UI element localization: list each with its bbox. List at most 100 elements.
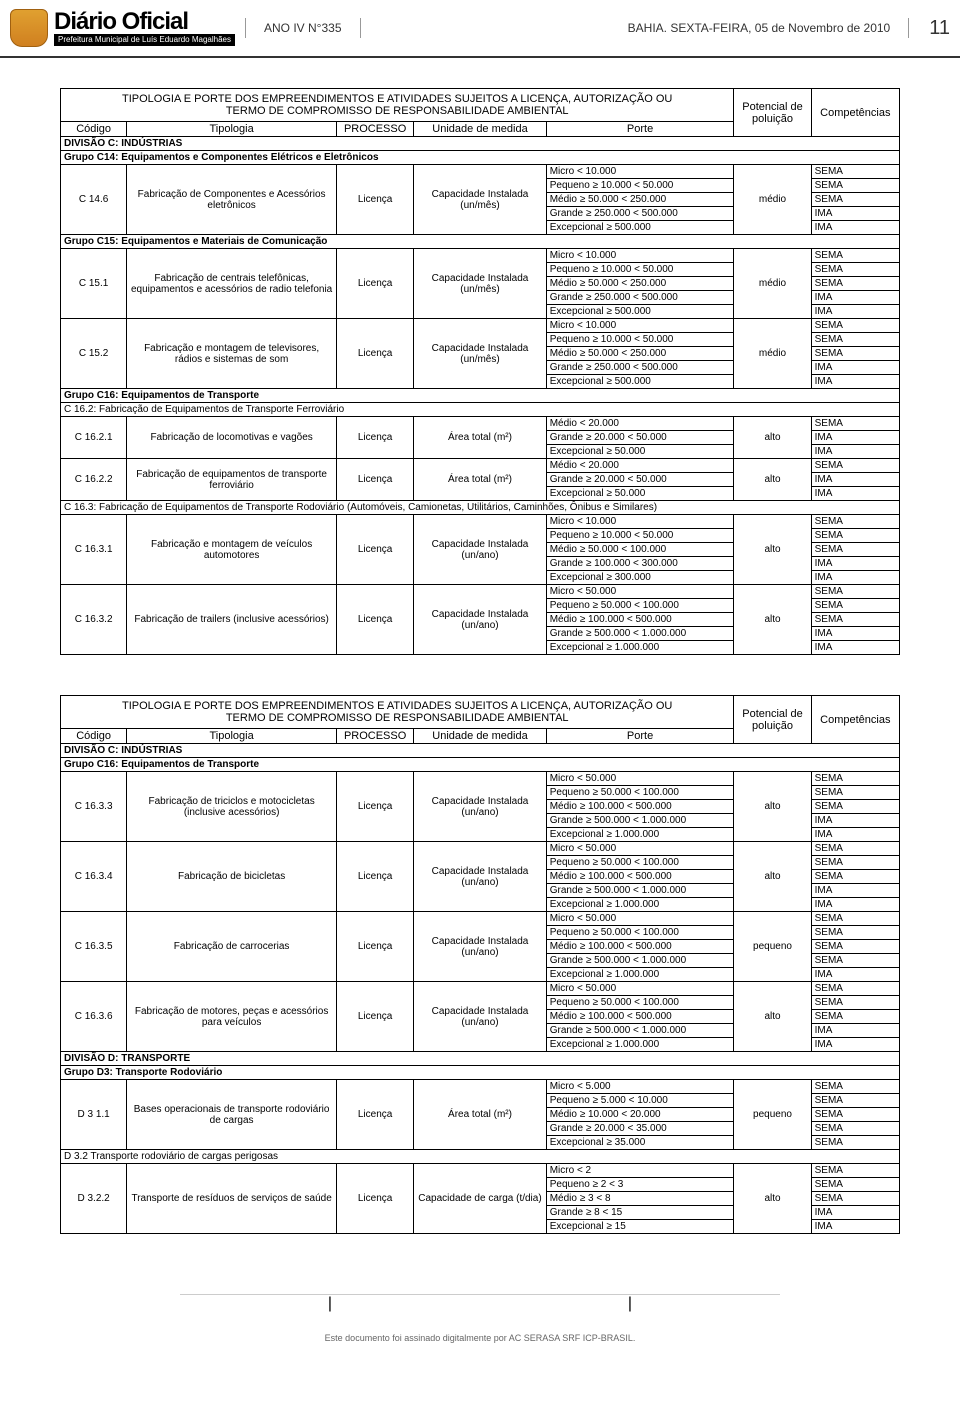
table-title: TIPOLOGIA E PORTE DOS EMPREENDIMENTOS E … bbox=[61, 696, 734, 729]
cell-porte: Grande ≥ 20.000 < 35.000 bbox=[546, 1122, 734, 1136]
section-header: Grupo C14: Equipamentos e Componentes El… bbox=[61, 151, 900, 165]
cell-pot: alto bbox=[734, 417, 811, 459]
masthead-title: Diário Oficial bbox=[54, 10, 235, 34]
cell-unid: Capacidade Instalada (un/ano) bbox=[414, 585, 546, 655]
cell-comp: SEMA bbox=[811, 1108, 899, 1122]
cell-comp: SEMA bbox=[811, 529, 899, 543]
cell-porte: Médio ≥ 100.000 < 500.000 bbox=[546, 1010, 734, 1024]
cell-pot: médio bbox=[734, 249, 811, 319]
cell-comp: SEMA bbox=[811, 319, 899, 333]
cell-unid: Área total (m²) bbox=[414, 1080, 546, 1150]
cell-unid: Capacidade de carga (t/dia) bbox=[414, 1164, 546, 1234]
cell-comp: SEMA bbox=[811, 940, 899, 954]
cell-porte: Pequeno ≥ 50.000 < 100.000 bbox=[546, 599, 734, 613]
cell-comp: SEMA bbox=[811, 613, 899, 627]
cell-comp: IMA bbox=[811, 1038, 899, 1052]
section-header: DIVISÃO D: TRANSPORTE bbox=[61, 1052, 900, 1066]
cell-comp: IMA bbox=[811, 898, 899, 912]
issue-number: ANO IV N°335 bbox=[264, 21, 342, 35]
table-title: TIPOLOGIA E PORTE DOS EMPREENDIMENTOS E … bbox=[61, 89, 734, 122]
cell-pot: alto bbox=[734, 515, 811, 585]
cell-proc: Licença bbox=[336, 249, 413, 319]
divider bbox=[360, 18, 361, 38]
cell-pot: médio bbox=[734, 165, 811, 235]
cell-pot: pequeno bbox=[734, 912, 811, 982]
section-header: DIVISÃO C: INDÚSTRIAS bbox=[61, 744, 900, 758]
cell-unid: Capacidade Instalada (un/mês) bbox=[414, 249, 546, 319]
col-porte: Porte bbox=[546, 729, 734, 744]
cell-porte: Excepcional ≥ 500.000 bbox=[546, 305, 734, 319]
cell-comp: IMA bbox=[811, 571, 899, 585]
section-header: C 16.2: Fabricação de Equipamentos de Tr… bbox=[61, 403, 900, 417]
cell-codigo: C 16.3.6 bbox=[61, 982, 127, 1052]
cell-proc: Licença bbox=[336, 165, 413, 235]
cell-comp: SEMA bbox=[811, 459, 899, 473]
cell-porte: Médio ≥ 100.000 < 500.000 bbox=[546, 800, 734, 814]
divider bbox=[245, 18, 246, 38]
section-header: D 3.2 Transporte rodoviário de cargas pe… bbox=[61, 1150, 900, 1164]
cell-porte: Micro < 2 bbox=[546, 1164, 734, 1178]
cell-porte: Médio < 20.000 bbox=[546, 459, 734, 473]
cell-porte: Excepcional ≥ 1.000.000 bbox=[546, 968, 734, 982]
cell-comp: IMA bbox=[811, 828, 899, 842]
content-area: TIPOLOGIA E PORTE DOS EMPREENDIMENTOS E … bbox=[0, 58, 960, 1294]
cell-porte: Micro < 50.000 bbox=[546, 982, 734, 996]
cell-comp: SEMA bbox=[811, 954, 899, 968]
col-potencial: Potencial de poluição bbox=[734, 89, 811, 137]
cell-porte: Médio ≥ 10.000 < 20.000 bbox=[546, 1108, 734, 1122]
section-header: Grupo D3: Transporte Rodoviário bbox=[61, 1066, 900, 1080]
cell-porte: Micro < 10.000 bbox=[546, 165, 734, 179]
cell-porte: Micro < 10.000 bbox=[546, 319, 734, 333]
cell-porte: Excepcional ≥ 500.000 bbox=[546, 221, 734, 235]
cell-porte: Excepcional ≥ 500.000 bbox=[546, 375, 734, 389]
cell-pot: alto bbox=[734, 982, 811, 1052]
cell-porte: Pequeno ≥ 50.000 < 100.000 bbox=[546, 996, 734, 1010]
cell-porte: Pequeno ≥ 10.000 < 50.000 bbox=[546, 263, 734, 277]
cell-comp: SEMA bbox=[811, 1010, 899, 1024]
cell-porte: Médio ≥ 50.000 < 250.000 bbox=[546, 277, 734, 291]
cell-comp: IMA bbox=[811, 305, 899, 319]
cell-comp: SEMA bbox=[811, 165, 899, 179]
col-codigo: Código bbox=[61, 122, 127, 137]
cell-porte: Excepcional ≥ 50.000 bbox=[546, 487, 734, 501]
cell-tip: Bases operacionais de transporte rodoviá… bbox=[127, 1080, 337, 1150]
masthead: Diário Oficial Prefeitura Municipal de L… bbox=[54, 10, 235, 46]
col-comp: Competências bbox=[811, 89, 899, 137]
cell-comp: SEMA bbox=[811, 179, 899, 193]
cell-pot: médio bbox=[734, 319, 811, 389]
cell-codigo: C 16.3.1 bbox=[61, 515, 127, 585]
cell-porte: Grande ≥ 8 < 15 bbox=[546, 1206, 734, 1220]
cell-comp: IMA bbox=[811, 487, 899, 501]
cell-proc: Licença bbox=[336, 982, 413, 1052]
cell-proc: Licença bbox=[336, 417, 413, 459]
cell-porte: Micro < 50.000 bbox=[546, 842, 734, 856]
cell-porte: Excepcional ≥ 15 bbox=[546, 1220, 734, 1234]
cell-porte: Médio ≥ 100.000 < 500.000 bbox=[546, 940, 734, 954]
cell-porte: Grande ≥ 500.000 < 1.000.000 bbox=[546, 814, 734, 828]
cell-porte: Micro < 5.000 bbox=[546, 1080, 734, 1094]
cell-porte: Excepcional ≥ 50.000 bbox=[546, 445, 734, 459]
cell-porte: Grande ≥ 250.000 < 500.000 bbox=[546, 291, 734, 305]
cell-tip: Fabricação de trailers (inclusive acessó… bbox=[127, 585, 337, 655]
cell-codigo: C 14.6 bbox=[61, 165, 127, 235]
masthead-subtitle: Prefeitura Municipal de Luís Eduardo Mag… bbox=[54, 34, 235, 46]
cell-proc: Licença bbox=[336, 319, 413, 389]
cell-codigo: C 15.2 bbox=[61, 319, 127, 389]
cell-comp: SEMA bbox=[811, 1192, 899, 1206]
cell-comp: IMA bbox=[811, 1024, 899, 1038]
cell-comp: SEMA bbox=[811, 772, 899, 786]
cell-comp: SEMA bbox=[811, 1136, 899, 1150]
cell-codigo: C 16.2.2 bbox=[61, 459, 127, 501]
cell-pot: pequeno bbox=[734, 1080, 811, 1150]
cell-comp: IMA bbox=[811, 473, 899, 487]
cell-porte: Pequeno ≥ 10.000 < 50.000 bbox=[546, 333, 734, 347]
cell-porte: Excepcional ≥ 300.000 bbox=[546, 571, 734, 585]
footer-ticks: || bbox=[180, 1294, 780, 1313]
cell-tip: Fabricação de triciclos e motocicletas (… bbox=[127, 772, 337, 842]
cell-comp: SEMA bbox=[811, 1122, 899, 1136]
cell-tip: Fabricação de centrais telefônicas, equi… bbox=[127, 249, 337, 319]
cell-porte: Micro < 50.000 bbox=[546, 585, 734, 599]
cell-porte: Grande ≥ 500.000 < 1.000.000 bbox=[546, 954, 734, 968]
cell-comp: SEMA bbox=[811, 870, 899, 884]
cell-comp: SEMA bbox=[811, 1080, 899, 1094]
